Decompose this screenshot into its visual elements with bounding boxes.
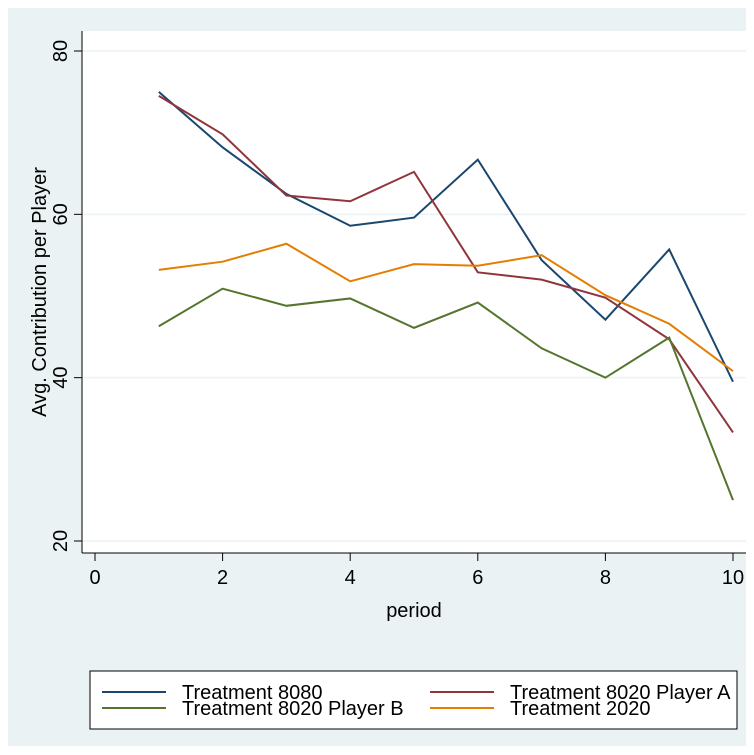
series-line-3 <box>158 287 734 501</box>
series-line-4 <box>158 242 734 372</box>
y-tick-label: 20 <box>50 530 72 552</box>
legend: Treatment 8080 Treatment 8020 Player ATre… <box>102 682 731 720</box>
legend-label: Treatment 8020 Player B <box>182 698 404 720</box>
plot-area <box>82 31 746 553</box>
legend-box <box>89 670 738 730</box>
x-axis-ticks: 0 2 4 6 8 10 <box>89 553 744 589</box>
series-lines <box>158 91 734 501</box>
y-tick-label: 40 <box>50 367 72 389</box>
legend-label: Treatment 8080 <box>182 682 322 704</box>
x-tick-label: 10 <box>722 567 744 589</box>
x-axis-label: period <box>386 600 442 622</box>
gridlines <box>82 50 746 542</box>
series-line-1 <box>158 91 734 383</box>
y-tick-label: 60 <box>50 203 72 225</box>
x-tick-label: 6 <box>472 567 483 589</box>
y-axis-ticks: 20 40 60 80 <box>50 40 82 552</box>
legend-label: Treatment 8020 Player A <box>510 682 731 704</box>
y-tick-label: 80 <box>50 40 72 62</box>
x-tick-label: 4 <box>345 567 356 589</box>
x-tick-label: 0 <box>89 567 100 589</box>
x-tick-label: 2 <box>217 567 228 589</box>
series-line-2 <box>158 95 734 433</box>
y-axis-label: Avg. Contribution per Player <box>29 167 51 417</box>
legend-label: Treatment 2020 <box>510 698 650 720</box>
x-tick-label: 8 <box>600 567 611 589</box>
